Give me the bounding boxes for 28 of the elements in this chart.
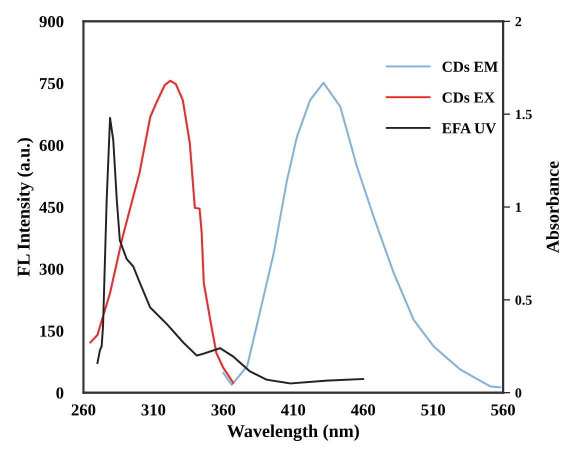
legend-label: CDs EX xyxy=(442,92,495,103)
x-tick-label: 510 xyxy=(421,404,446,416)
x-axis-title: Wavelength (nm) xyxy=(227,424,359,442)
y-tick-label: 150 xyxy=(40,326,64,337)
y-axis-title: FL Intensity (a.u.) xyxy=(17,138,34,276)
y2-tick-label: 0 xyxy=(515,388,522,398)
y2-tick-label: 1.5 xyxy=(516,110,532,120)
y-tick-label: 450 xyxy=(39,202,64,213)
line-series xyxy=(222,82,502,388)
y2-tick-label: 0.5 xyxy=(515,295,532,305)
line-series xyxy=(89,80,234,384)
y-tick-label: 0 xyxy=(56,387,64,399)
x-tick-label: 360 xyxy=(211,404,236,416)
legend-label: CDs EM xyxy=(442,62,498,72)
x-tick-label: 310 xyxy=(142,404,166,416)
y2-tick-label: 1 xyxy=(516,202,522,212)
y2-axis-title: Absorbance xyxy=(546,161,559,253)
y2-tick-label: 2 xyxy=(515,16,522,26)
y-tick-label: 900 xyxy=(39,16,64,28)
y-tick-label: 600 xyxy=(40,140,64,152)
x-tick-label: 460 xyxy=(350,404,376,416)
legend-label: EFA UV xyxy=(442,123,496,134)
line-series xyxy=(96,116,364,384)
x-tick-label: 260 xyxy=(72,404,96,416)
y-tick-label: 750 xyxy=(40,78,64,90)
x-tick-label: 410 xyxy=(281,404,306,416)
x-tick-label: 560 xyxy=(491,404,515,416)
y-tick-label: 300 xyxy=(40,264,64,275)
